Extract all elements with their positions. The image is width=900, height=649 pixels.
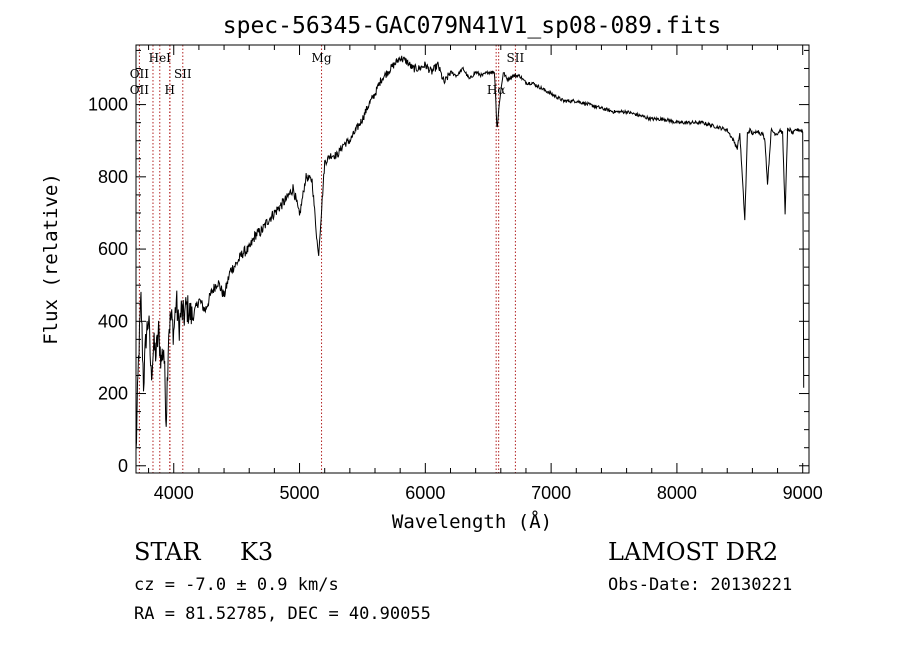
y-tick-label: 600	[98, 239, 128, 259]
line-label: OII	[130, 83, 150, 97]
line-label: HeI	[149, 51, 172, 65]
chart-title: spec-56345-GAC079N41V1_sp08-089.fits	[223, 13, 722, 39]
coordinates-text: RA = 81.52785, DEC = 40.90055	[134, 604, 431, 624]
y-tick-label: 800	[98, 167, 128, 187]
y-tick-label: 200	[98, 384, 128, 404]
y-tick-label: 1000	[88, 95, 128, 115]
axis-tick-labels: 4000 5000 6000 7000 8000 9000 0 200 400 600 800 100…	[88, 95, 823, 503]
axis-ticks	[136, 45, 809, 473]
x-tick-label: 7000	[531, 483, 571, 503]
x-tick-label: 6000	[405, 483, 445, 503]
x-tick-label: 5000	[280, 483, 320, 503]
line-label: SII	[174, 67, 192, 81]
class-label: STAR	[134, 538, 201, 566]
line-markers	[138, 45, 516, 473]
spectrum-curve	[135, 55, 805, 450]
line-label: Hα	[487, 83, 506, 97]
plot-frame	[135, 44, 810, 474]
obs-date-text: Obs-Date: 20130221	[608, 575, 793, 595]
redshift-text: cz = -7.0 ± 0.9 km/s	[134, 575, 339, 595]
y-tick-label: 0	[118, 456, 128, 476]
line-label: Mg	[312, 51, 332, 65]
x-tick-label: 9000	[783, 483, 823, 503]
y-axis-label: Flux (relative)	[40, 173, 62, 345]
x-tick-label: 4000	[154, 483, 194, 503]
survey-label: LAMOST DR2	[608, 538, 779, 566]
line-label: OII	[130, 67, 150, 81]
line-label: H	[164, 83, 174, 97]
x-tick-label: 8000	[657, 483, 697, 503]
line-label: SII	[507, 51, 525, 65]
x-axis-label: Wavelength (Å)	[392, 510, 552, 533]
spectrum-curve-layer	[135, 55, 805, 450]
subclass-label: K3	[240, 538, 274, 566]
y-tick-label: 400	[98, 311, 128, 331]
